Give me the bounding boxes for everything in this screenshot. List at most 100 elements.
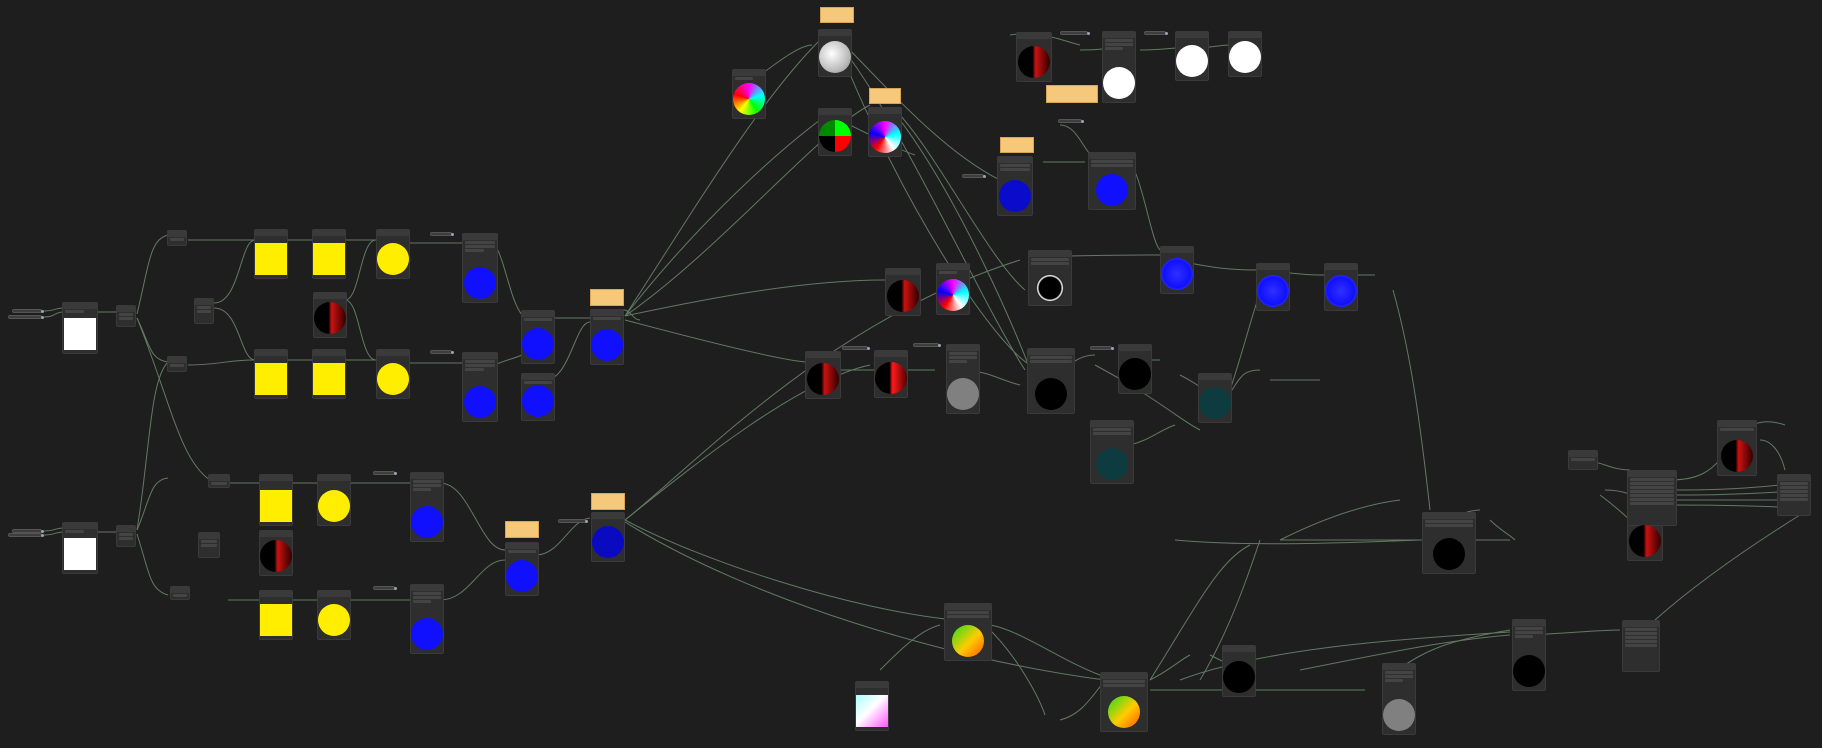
input-chip[interactable] [430, 350, 454, 354]
node-header[interactable] [199, 533, 219, 539]
shader-node[interactable] [1118, 344, 1152, 394]
gradient-node[interactable] [1717, 420, 1757, 476]
math-node[interactable] [198, 532, 220, 558]
node-header[interactable] [1103, 32, 1135, 38]
node-header[interactable] [168, 231, 186, 237]
node-header[interactable] [117, 306, 135, 312]
node-header[interactable] [522, 311, 554, 317]
node-header[interactable] [1199, 374, 1231, 380]
split-node[interactable] [116, 525, 136, 547]
node-header[interactable] [117, 526, 135, 532]
node-header[interactable] [209, 475, 229, 481]
node-header[interactable] [313, 230, 345, 236]
gradient-node[interactable] [1627, 525, 1663, 561]
input-chip[interactable] [1060, 31, 1090, 35]
node-header[interactable] [313, 350, 345, 356]
node-header[interactable] [592, 513, 624, 519]
normal-node[interactable] [732, 69, 766, 119]
mix-node[interactable] [521, 310, 555, 364]
output-socket-icon[interactable] [41, 530, 44, 533]
normal-node[interactable] [868, 107, 902, 157]
node-header[interactable] [63, 523, 97, 529]
input-chip[interactable] [12, 309, 44, 313]
node-header[interactable] [318, 591, 350, 597]
node-header[interactable] [937, 264, 969, 270]
frame-note[interactable] [869, 88, 901, 104]
color-node[interactable] [254, 349, 288, 399]
node-header[interactable] [806, 352, 840, 358]
node-header[interactable] [318, 475, 350, 481]
node-header[interactable] [869, 108, 901, 114]
shader-node[interactable] [1102, 31, 1136, 103]
math-node[interactable] [208, 474, 230, 488]
node-header[interactable] [1101, 673, 1147, 679]
material-node[interactable] [1090, 420, 1134, 484]
node-header[interactable] [1029, 251, 1071, 257]
shader-node[interactable] [376, 349, 410, 399]
node-header[interactable] [411, 473, 443, 479]
input-chip[interactable] [430, 232, 454, 236]
node-header[interactable] [377, 230, 409, 236]
node-header[interactable] [1176, 32, 1208, 38]
output-socket-icon[interactable] [1111, 347, 1114, 350]
material-node[interactable] [1324, 263, 1358, 311]
material-node[interactable] [997, 156, 1033, 216]
color-node[interactable] [312, 349, 346, 399]
vector-node[interactable] [818, 108, 852, 156]
node-header[interactable] [1119, 345, 1151, 351]
frame-note[interactable] [590, 289, 624, 306]
node-header[interactable] [1257, 264, 1289, 270]
node-header[interactable] [314, 293, 346, 299]
input-chip[interactable] [842, 346, 870, 350]
input-chip[interactable] [962, 174, 986, 178]
split-node[interactable] [116, 305, 136, 327]
node-header[interactable] [945, 604, 991, 610]
node-header[interactable] [260, 591, 292, 597]
node-header[interactable] [875, 351, 907, 357]
color-node[interactable] [259, 474, 293, 526]
frame-note[interactable] [820, 7, 854, 23]
node-header[interactable] [411, 585, 443, 591]
output-socket-icon[interactable] [394, 587, 397, 590]
node-header[interactable] [1017, 33, 1051, 39]
node-header[interactable] [1569, 451, 1597, 457]
output-socket-icon[interactable] [41, 310, 44, 313]
material-node[interactable] [462, 352, 498, 422]
node-header[interactable] [819, 109, 851, 115]
node-header[interactable] [255, 350, 287, 356]
value-node[interactable] [1382, 663, 1416, 735]
image-node[interactable] [62, 522, 98, 574]
node-header[interactable] [260, 531, 292, 537]
frame-note[interactable] [1046, 85, 1098, 103]
node-header[interactable] [195, 299, 213, 305]
input-chip[interactable] [373, 586, 397, 590]
image-node[interactable] [62, 302, 98, 354]
node-header[interactable] [1383, 664, 1415, 670]
color-node[interactable] [259, 590, 293, 640]
input-chip[interactable] [12, 529, 44, 533]
material-node[interactable] [1088, 152, 1136, 210]
output-socket-icon[interactable] [983, 175, 986, 178]
material-node[interactable] [1160, 246, 1194, 294]
material-node[interactable] [1198, 373, 1232, 423]
mix-node[interactable] [521, 373, 555, 421]
mix-node[interactable] [590, 309, 624, 365]
output-socket-icon[interactable] [394, 472, 397, 475]
node-header[interactable] [591, 310, 623, 316]
input-chip[interactable] [373, 471, 397, 475]
mix-node[interactable] [1100, 672, 1148, 732]
frame-note[interactable] [1000, 137, 1034, 153]
node-header[interactable] [1628, 471, 1676, 477]
node-header[interactable] [1223, 646, 1255, 652]
shader-node[interactable] [317, 474, 351, 526]
shader-node[interactable] [317, 590, 351, 640]
node-header[interactable] [463, 353, 497, 359]
shader-node[interactable] [1175, 31, 1209, 81]
sphere-node[interactable] [818, 29, 852, 77]
input-chip[interactable] [913, 343, 941, 347]
shader-node[interactable] [1422, 512, 1476, 574]
node-header[interactable] [377, 350, 409, 356]
input-chip[interactable] [8, 533, 44, 537]
math-node[interactable] [167, 356, 187, 372]
